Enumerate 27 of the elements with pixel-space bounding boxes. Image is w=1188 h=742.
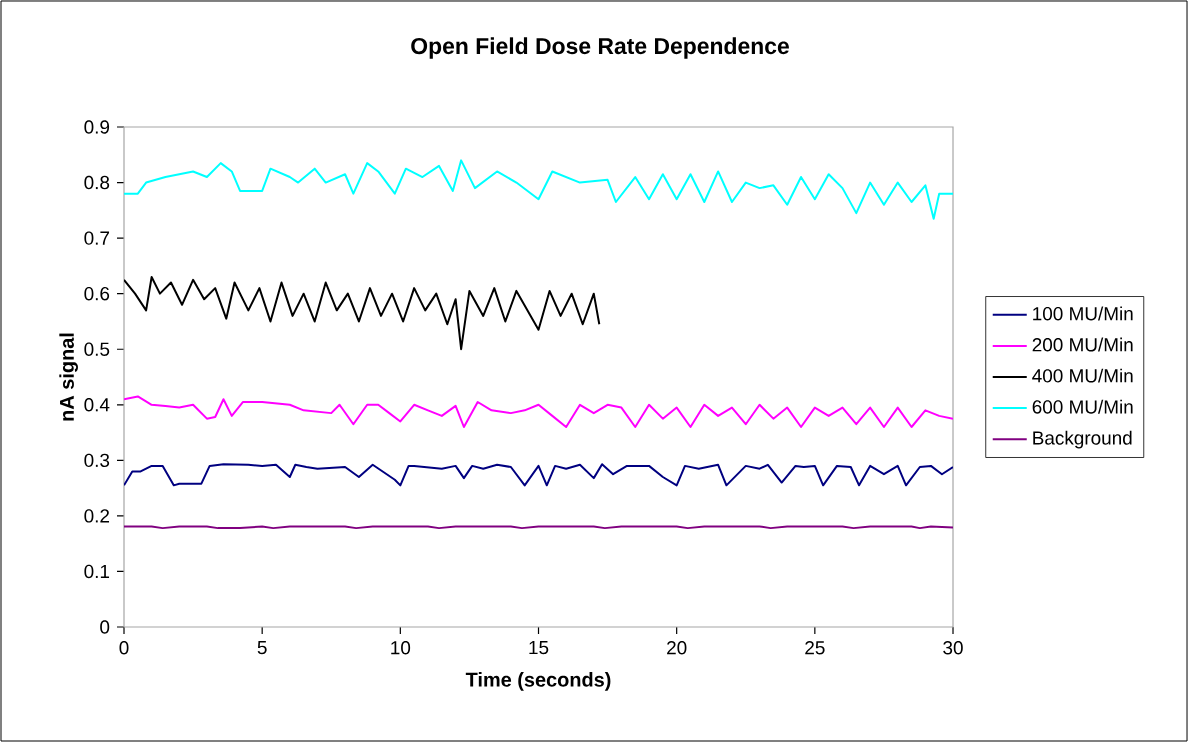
chart-title: Open Field Dose Rate Dependence (411, 37, 789, 59)
legend-label: 100 MU/Min (1033, 306, 1133, 321)
x-tick-label: 15 (529, 641, 549, 655)
y-tick-label: 0.3 (84, 453, 110, 468)
y-tick-label: 0.9 (84, 120, 110, 134)
y-tick-label: 0.4 (84, 398, 110, 412)
y-axis-title: nA signal (59, 333, 78, 421)
x-axis-title: Time (seconds) (465, 672, 611, 691)
y-tick-label: 0.2 (84, 509, 110, 523)
legend-label: 600 MU/Min (1032, 399, 1133, 414)
x-tick-label: 20 (667, 641, 687, 655)
x-tick-label: 0 (119, 641, 129, 655)
line-series (124, 159, 954, 220)
x-tick-label: 5 (257, 641, 267, 655)
line-series (124, 463, 954, 487)
y-tick-label: 0.7 (84, 231, 110, 245)
x-tick-label: 30 (943, 641, 963, 655)
y-tick-label: 0.1 (84, 564, 110, 579)
legend-label: 400 MU/Min (1032, 368, 1133, 383)
x-tick-label: 10 (391, 641, 411, 655)
legend-label: 200 MU/Min (1032, 337, 1133, 352)
y-tick-label: 0 (100, 620, 110, 634)
y-tick-label: 0.6 (84, 286, 110, 301)
legend-label: Background (1033, 430, 1132, 449)
y-tick-label: 0.5 (84, 342, 110, 356)
x-tick-label: 25 (805, 641, 825, 655)
y-tick-label: 0.8 (84, 175, 110, 190)
